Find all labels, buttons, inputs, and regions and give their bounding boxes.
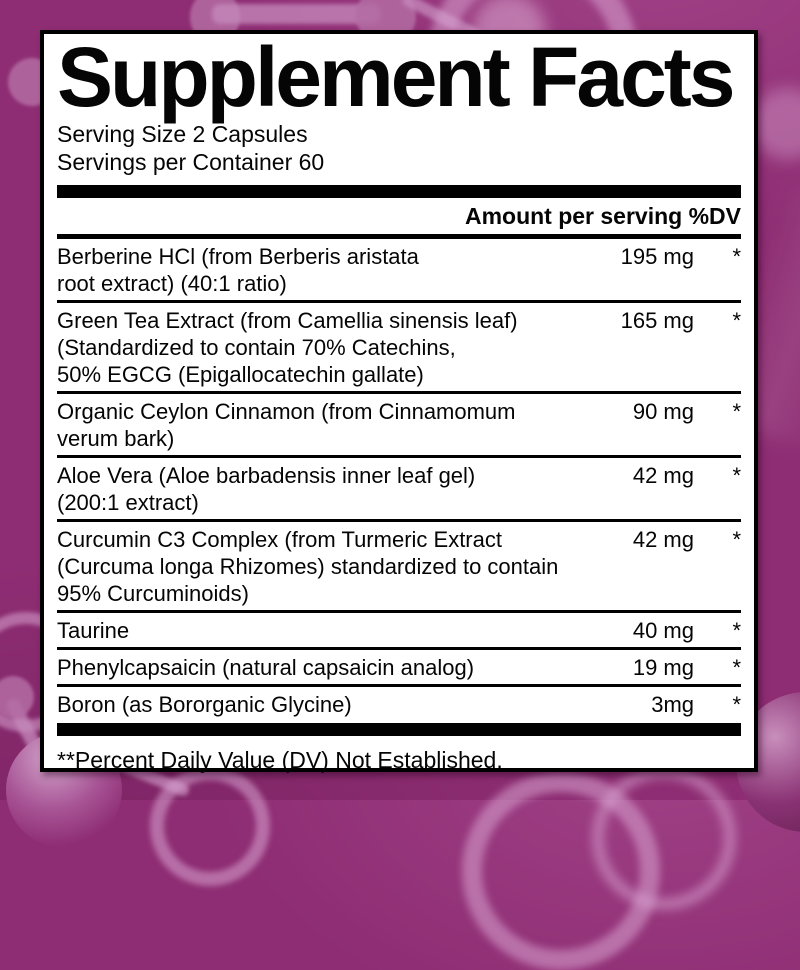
molecule-node-icon xyxy=(752,88,800,160)
supplement-facts-panel: Supplement Facts Serving Size 2 Capsules… xyxy=(40,30,758,773)
servings-per-container: Servings per Container 60 xyxy=(57,149,325,175)
table-row: Phenylcapsaicin (natural capsaicin analo… xyxy=(57,650,741,687)
ingredient-rows: Berberine HCl (from Berberis aristata roo… xyxy=(57,239,741,721)
molecule-node-icon xyxy=(0,676,34,718)
table-row: Curcumin C3 Complex (from Turmeric Extra… xyxy=(57,522,741,613)
ingredient-name: Boron (as Bororganic Glycine) xyxy=(57,692,352,717)
ingredient-name: Green Tea Extract (from Camellia sinensi… xyxy=(57,308,518,387)
ingredient-dv: * xyxy=(732,618,741,643)
ingredient-name: Berberine HCl (from Berberis aristata roo… xyxy=(57,244,419,296)
ingredient-dv: * xyxy=(732,527,741,552)
ingredient-dv: * xyxy=(732,399,741,424)
ingredient-amount: 3mg xyxy=(651,692,694,717)
ingredient-amount: 165 mg xyxy=(620,308,694,333)
column-header: Amount per serving %DV xyxy=(57,198,741,239)
ingredient-amount: 40 mg xyxy=(632,618,694,643)
divider-bar-bottom xyxy=(57,723,741,736)
table-row: Green Tea Extract (from Camellia sinensi… xyxy=(57,303,741,394)
ingredient-name: Phenylcapsaicin (natural capsaicin analo… xyxy=(57,655,475,680)
ingredient-name: Aloe Vera (Aloe barbadensis inner leaf g… xyxy=(57,463,476,515)
molecule-bond xyxy=(212,4,380,24)
daily-value-footnote: **Percent Daily Value (DV) Not Establish… xyxy=(57,747,503,773)
panel-title: Supplement Facts xyxy=(57,30,735,124)
table-row: Boron (as Bororganic Glycine) 3mg * xyxy=(57,687,741,721)
serving-size: Serving Size 2 Capsules xyxy=(57,121,308,147)
ingredient-dv: * xyxy=(732,244,741,269)
molecule-ring-icon xyxy=(462,772,660,970)
table-row: Organic Ceylon Cinnamon (from Cinnamomum… xyxy=(57,394,741,458)
ingredient-dv: * xyxy=(732,692,741,717)
ingredient-amount: 42 mg xyxy=(632,527,694,552)
ingredient-name: Curcumin C3 Complex (from Turmeric Extra… xyxy=(57,527,559,606)
ingredient-amount: 19 mg xyxy=(632,655,694,680)
ingredient-amount: 195 mg xyxy=(620,244,694,269)
table-row: Aloe Vera (Aloe barbadensis inner leaf g… xyxy=(57,458,741,522)
ingredient-dv: * xyxy=(732,308,741,333)
ingredient-amount: 42 mg xyxy=(632,463,694,488)
molecule-ring-icon xyxy=(150,766,270,886)
molecule-ring-icon xyxy=(592,766,736,910)
ingredient-dv: * xyxy=(732,655,741,680)
ingredient-name: Taurine xyxy=(57,618,130,643)
divider-bar-top xyxy=(57,185,741,198)
ingredient-dv: * xyxy=(732,463,741,488)
table-row: Berberine HCl (from Berberis aristata roo… xyxy=(57,239,741,303)
ingredient-amount: 90 mg xyxy=(632,399,694,424)
ingredient-name: Organic Ceylon Cinnamon (from Cinnamomum… xyxy=(57,399,516,451)
table-row: Taurine 40 mg * xyxy=(57,613,741,650)
